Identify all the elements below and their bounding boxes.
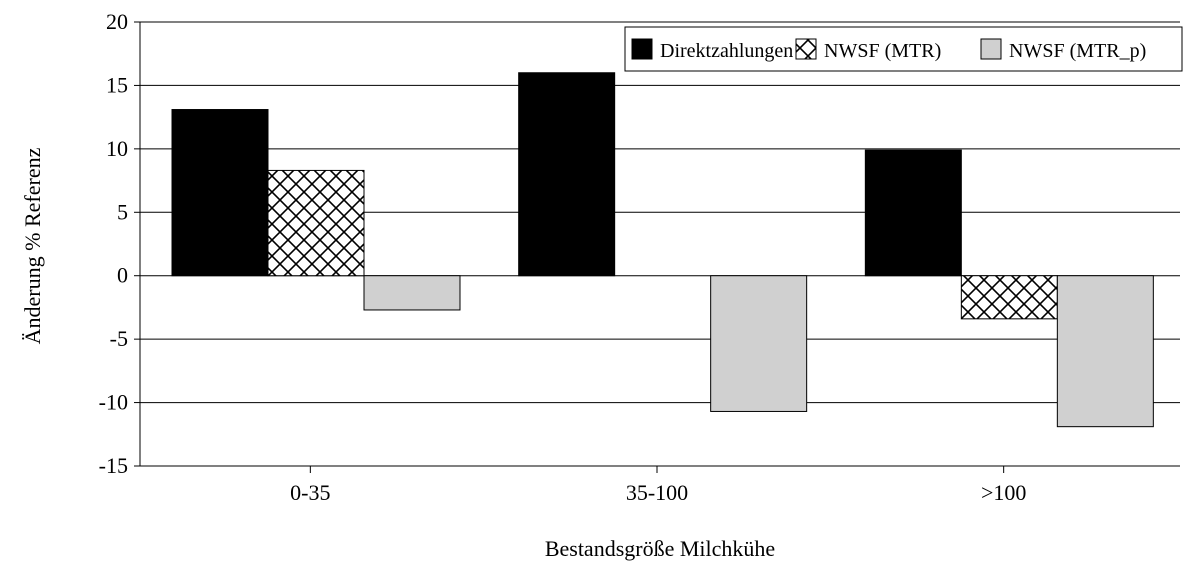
bars [171,72,1154,428]
x-tick-label: 0-35 [290,480,330,505]
legend-label-0: Direktzahlungen [660,40,793,62]
bar-nwsf-mtr-p-1 [710,275,808,412]
legend-label-2: NWSF (MTR_p) [1009,40,1146,62]
bar-direktzahlungen-1 [518,72,616,277]
x-tick-label: >100 [981,480,1026,505]
legend-swatch-0 [631,38,653,60]
bar-nwsf-mtr-2 [960,275,1058,320]
legend-box [624,26,1183,72]
y-tick-label: 0 [117,263,128,288]
legend-label-1: NWSF (MTR) [824,40,941,62]
legend-swatch-2 [980,38,1002,60]
bar-nwsf-mtr-p-2 [1056,275,1154,428]
legend: Direktzahlungen NWSF (MTR) NWSF (MTR_p) [624,26,1183,72]
bar-direktzahlungen-2 [864,149,962,277]
y-tick-label: -5 [110,326,128,351]
y-tick-label: -15 [99,453,128,478]
bar-nwsf-mtr-0 [267,169,365,277]
y-axis-ticks: 20 15 10 5 0 -5 -10 -15 [99,9,140,478]
y-tick-label: 15 [106,72,128,97]
y-tick-label: 20 [106,9,128,34]
y-tick-label: 10 [106,136,128,161]
y-tick-label: 5 [117,199,128,224]
y-tick-label: -10 [99,390,128,415]
x-axis-label: Bestandsgröße Milchkühe [545,536,775,561]
bar-nwsf-mtr-p-0 [363,275,461,311]
legend-swatch-1 [795,38,817,60]
y-axis-label: Änderung % Referenz [20,147,45,344]
x-tick-label: 35-100 [626,480,688,505]
bar-direktzahlungen-0 [171,109,269,277]
x-axis-ticks: 0-35 35-100 >100 [290,466,1026,505]
